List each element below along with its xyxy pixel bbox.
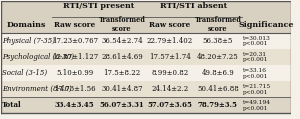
Text: 56.07±3.31: 56.07±3.31 bbox=[100, 101, 144, 109]
Text: Psychological (6-30): Psychological (6-30) bbox=[2, 53, 74, 61]
Text: Physical (7-35): Physical (7-35) bbox=[2, 37, 55, 45]
Text: RTI/STI present: RTI/STI present bbox=[63, 2, 134, 10]
Text: 17.23±0.767: 17.23±0.767 bbox=[52, 37, 98, 45]
Text: 33.4±3.45: 33.4±3.45 bbox=[55, 101, 94, 109]
Text: 56.38±5: 56.38±5 bbox=[203, 37, 233, 45]
Text: Raw score: Raw score bbox=[54, 21, 95, 29]
Bar bbox=[1, 97, 291, 114]
Text: 8.99±0.82: 8.99±0.82 bbox=[152, 69, 189, 77]
Text: t=30.013
p<0.001: t=30.013 p<0.001 bbox=[243, 36, 271, 46]
Text: 5.10±0.99: 5.10±0.99 bbox=[56, 69, 93, 77]
Text: Environment (8-40): Environment (8-40) bbox=[2, 85, 72, 93]
Text: 36.54±2.74: 36.54±2.74 bbox=[101, 37, 143, 45]
Text: Transformed
score: Transformed score bbox=[194, 16, 242, 33]
Text: 17.5±8.22: 17.5±8.22 bbox=[103, 69, 141, 77]
Text: 49.8±6.9: 49.8±6.9 bbox=[202, 69, 234, 77]
Text: 28.61±4.69: 28.61±4.69 bbox=[101, 53, 143, 61]
Text: 48.20±7.25: 48.20±7.25 bbox=[197, 53, 239, 61]
Text: t=33.16
p<0.001: t=33.16 p<0.001 bbox=[243, 68, 268, 79]
Bar bbox=[1, 49, 291, 65]
Text: Transformed
score: Transformed score bbox=[99, 16, 146, 33]
Bar bbox=[1, 65, 291, 81]
Bar bbox=[1, 33, 291, 49]
Text: t=49.194
p<0.001: t=49.194 p<0.001 bbox=[243, 100, 271, 111]
Text: 22.79±1.402: 22.79±1.402 bbox=[147, 37, 193, 45]
Text: Raw score: Raw score bbox=[149, 21, 190, 29]
Text: RTI/STI absent: RTI/STI absent bbox=[160, 2, 228, 10]
Bar bbox=[1, 97, 291, 114]
Text: Social (3-15): Social (3-15) bbox=[2, 69, 47, 77]
Text: 12.87±1.127: 12.87±1.127 bbox=[52, 53, 98, 61]
Text: 17.73±1.56: 17.73±1.56 bbox=[54, 85, 96, 93]
Text: t=21.715
p<0.001: t=21.715 p<0.001 bbox=[243, 84, 271, 95]
Text: 30.41±4.87: 30.41±4.87 bbox=[101, 85, 143, 93]
Bar bbox=[1, 1, 291, 33]
Text: 17.57±1.74: 17.57±1.74 bbox=[149, 53, 191, 61]
Text: t=20.31
p<0.001: t=20.31 p<0.001 bbox=[243, 52, 268, 62]
Text: 57.07±3.65: 57.07±3.65 bbox=[148, 101, 192, 109]
Text: 24.14±2.2: 24.14±2.2 bbox=[152, 85, 189, 93]
Text: Significance: Significance bbox=[239, 21, 294, 29]
Bar bbox=[1, 81, 291, 97]
Text: Domains: Domains bbox=[6, 21, 46, 29]
Text: 50.41±6.88: 50.41±6.88 bbox=[197, 85, 239, 93]
Text: 78.79±3.5: 78.79±3.5 bbox=[198, 101, 238, 109]
Text: Total: Total bbox=[2, 101, 22, 109]
